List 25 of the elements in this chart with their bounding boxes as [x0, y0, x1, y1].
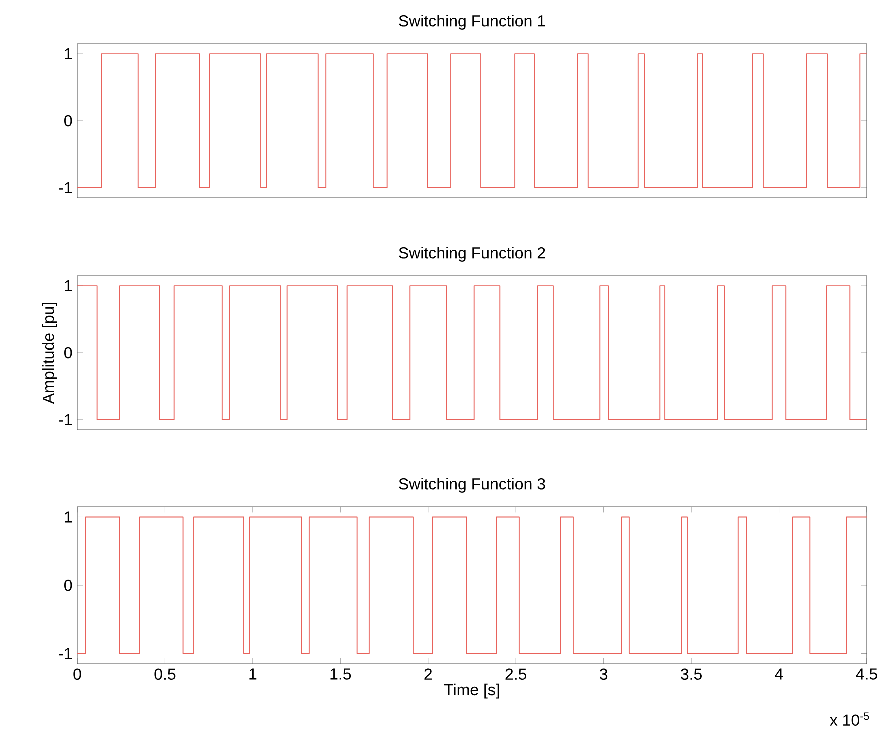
x-tick-label: 4 [775, 668, 784, 680]
x-tick-label: 4.5 [856, 668, 878, 680]
chart-title: Switching Function 2 [399, 247, 546, 262]
x-axis-title: Time [s] [444, 684, 500, 699]
x-tick-label: 0 [74, 668, 82, 680]
y-tick-label: 0 [64, 580, 72, 592]
x-tick-label: 3 [600, 668, 608, 680]
y-tick-label: -1 [59, 414, 72, 426]
y-tick-label: -1 [59, 648, 72, 660]
x-tick-label: 1 [250, 668, 257, 680]
y-tick-label: 1 [65, 512, 72, 523]
chart-title: Switching Function 3 [399, 478, 546, 493]
x-tick-label: 0.5 [154, 668, 176, 680]
text: x 10$^{-5}$ [830, 712, 870, 726]
chart-title: Switching Function 1 [399, 15, 546, 30]
y-axis-title: Amplitude [pu] [42, 303, 58, 404]
y-tick-label: -1 [59, 182, 72, 194]
x-tick-label: 2.5 [506, 668, 527, 680]
y-tick-label: 0 [64, 347, 72, 359]
x-tick-label: 2 [424, 668, 432, 680]
y-tick-label: 1 [65, 280, 72, 292]
x-tick-label: 1.5 [330, 668, 352, 680]
x-tick-label: 3.5 [681, 668, 702, 680]
y-tick-label: 0 [64, 115, 72, 127]
y-tick-label: 1 [65, 48, 72, 60]
